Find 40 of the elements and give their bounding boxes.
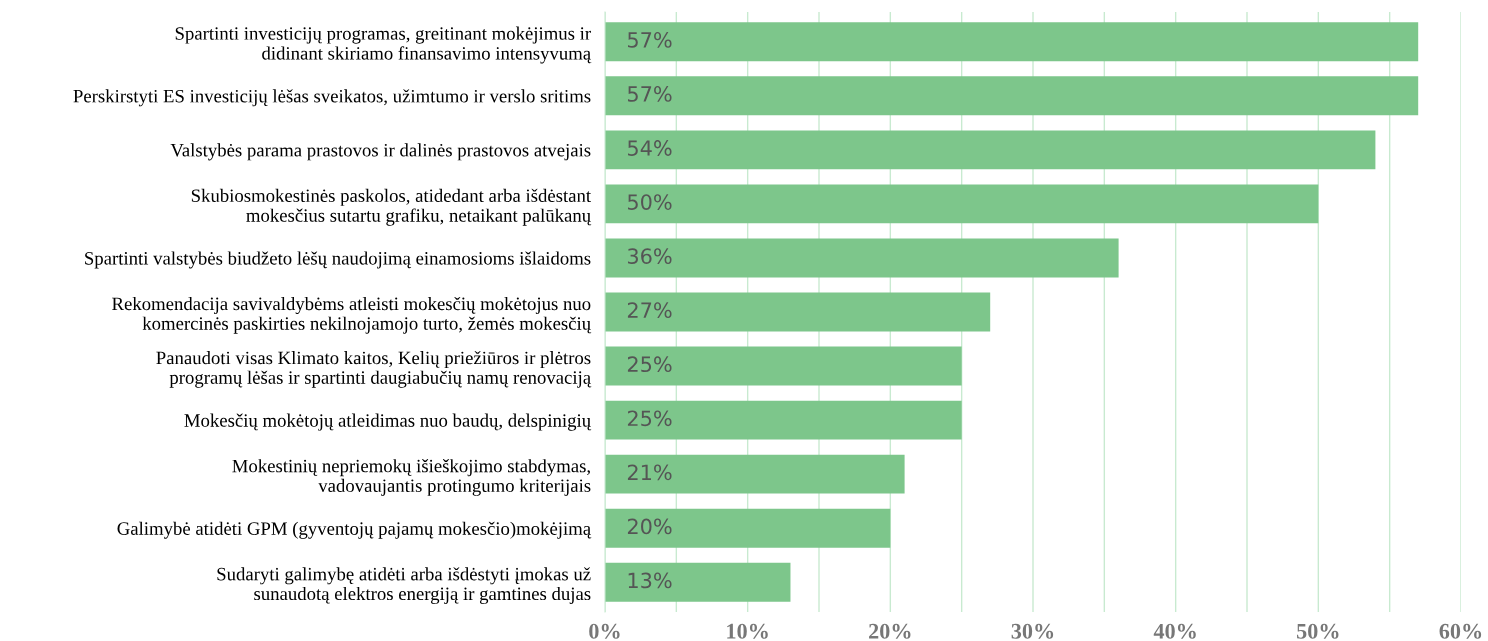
data-label: 20% (627, 518, 672, 535)
bar (605, 562, 791, 602)
data-label: 54% (628, 140, 672, 156)
y-tick-label: Rekomendacija savivaldybėms atleisti mokesčių mokėtojus nuo komercinės paskirties nekilnojamojo turto, žemės mokesčių (112, 296, 592, 334)
y-tick-label: Valstybės parama prastovos ir dalinės prastovos atvejais (170, 143, 591, 161)
bar (605, 130, 1376, 170)
data-label: 13% (628, 572, 672, 589)
y-tick-label: Skubiosmokestinės paskolos, atidedant arba išdėstant mokesčius sutartu grafiku, netaikant palūkanų (191, 188, 592, 226)
x-tick-label: 10% (727, 623, 768, 639)
data-label: 57% (628, 86, 672, 102)
x-tick-label: 0% (589, 623, 620, 639)
data-label: 50% (628, 194, 672, 210)
bar (605, 22, 1419, 62)
x-tick-label: 20% (869, 623, 911, 639)
data-label: 36% (627, 248, 672, 264)
y-tick-label: Mokestinių nepriemokų išieškojimo stabdymas, vadovaujantis protingumo kriterijais (232, 459, 591, 496)
bar (605, 238, 1119, 278)
bar (605, 76, 1419, 116)
x-tick-label: 40% (1153, 623, 1196, 639)
y-tick-label: Mokesčių mokėtojų atleidimas nuo baudų, delspinigių (184, 413, 592, 431)
x-tick-label: 30% (1011, 623, 1054, 639)
data-label: 57% (628, 32, 672, 48)
bar (605, 508, 891, 548)
x-tick-label: 60% (1439, 623, 1482, 639)
y-tick-label: Panaudoti visas Klimato kaitos, Kelių priežiūros ir plėtros programų lėšas ir spartinti daugiabučių namų renovaciją (156, 351, 592, 388)
x-tick-label: 50% (1297, 623, 1339, 639)
y-tick-label: Spartinti valstybės biudžeto lėšų naudojimą einamosioms išlaidoms (85, 251, 591, 269)
bar (605, 400, 962, 440)
bar (605, 292, 991, 332)
y-tick-label: Spartinti investicijų programas, greitinant mokėjimus ir didinant skiriamo finansavimo intensyvumą (175, 26, 592, 64)
data-label: 25% (627, 410, 672, 427)
data-label: 27% (627, 302, 672, 319)
bar (605, 346, 962, 386)
y-tick-label: Galimybė atidėti GPM (gyventojų pajamų mokesčio)mokėjimą (117, 521, 592, 539)
y-tick-label: Sudaryti galimybę atidėti arba išdėstyti įmokas už sunaudotą elektros energiją ir gamtines dujas (217, 567, 591, 604)
data-label: 25% (627, 356, 672, 373)
data-label: 21% (627, 464, 672, 481)
bar (605, 454, 905, 494)
y-tick-label: Perskirstyti ES investicijų lėšas sveikatos, užimtumo ir verslo sritims (73, 89, 591, 107)
bar (605, 184, 1319, 224)
